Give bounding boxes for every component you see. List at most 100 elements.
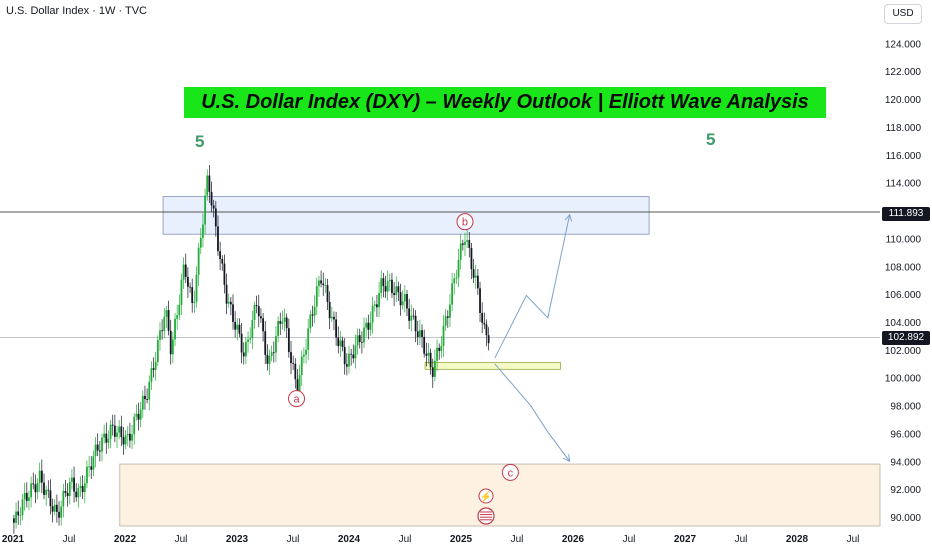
candle-body <box>45 489 48 495</box>
x-tick-label: 2022 <box>114 534 137 545</box>
x-tick-label: 2025 <box>450 534 473 545</box>
candle-body <box>384 286 387 292</box>
candle-body <box>326 285 329 302</box>
candle-body <box>328 301 331 319</box>
candle-body <box>262 318 264 332</box>
candle-body <box>90 466 93 470</box>
chart-title: U.S. Dollar Index (DXY) – Weekly Outlook… <box>184 87 826 118</box>
x-tick-label: Jul <box>287 534 300 545</box>
x-tick-label: 2023 <box>226 534 249 545</box>
candle-body <box>165 310 168 317</box>
candle-body <box>124 435 127 445</box>
candle-body <box>139 409 142 420</box>
candle-body <box>88 466 90 468</box>
candle-body <box>451 283 454 305</box>
y-tick-label: 120.000 <box>885 95 922 106</box>
candle-body <box>232 304 234 322</box>
candle-body <box>34 484 37 493</box>
y-tick-label: 110.000 <box>886 234 922 245</box>
price-tag-last: 102.892 <box>882 331 930 345</box>
candle-body <box>109 424 112 439</box>
candle-body <box>208 175 211 192</box>
candle-body <box>290 352 292 364</box>
candle-body <box>386 281 389 292</box>
candle-body <box>403 294 406 302</box>
candle-body <box>184 264 187 277</box>
candle-body <box>38 470 41 483</box>
candle-body <box>264 331 267 355</box>
candle-body <box>62 490 65 507</box>
candle-body <box>219 251 222 260</box>
candle-body <box>474 275 477 278</box>
us-flag-icon <box>477 507 495 525</box>
candle-body <box>352 354 355 359</box>
candle-body <box>434 360 436 377</box>
candle-body <box>242 352 245 357</box>
candle-body <box>302 354 305 357</box>
candle-body <box>412 315 415 317</box>
candle-body <box>96 444 99 451</box>
candle-body <box>43 482 45 495</box>
candle-body <box>470 247 473 270</box>
candle-body <box>337 337 340 347</box>
x-tick-label: Jul <box>175 534 188 545</box>
candle-body <box>367 322 370 330</box>
y-tick-label: 98.000 <box>890 402 921 413</box>
candle-body <box>135 413 138 417</box>
candle-body <box>406 294 408 309</box>
candle-body <box>380 278 383 293</box>
candle-body <box>365 322 368 328</box>
arrowhead-bullish-path <box>564 213 573 222</box>
candle-body <box>176 315 179 319</box>
y-tick-label: 116.000 <box>886 151 922 162</box>
y-tick-label: 114.000 <box>886 179 922 190</box>
candle-body <box>163 316 166 332</box>
y-tick-label: 124.000 <box>885 39 922 50</box>
candle-body <box>354 345 357 359</box>
candle-body <box>227 301 230 304</box>
candle-body <box>356 335 359 346</box>
zone-resistance <box>162 196 650 235</box>
candle-body <box>223 263 226 285</box>
candle-body <box>251 320 254 339</box>
candle-body <box>193 301 196 303</box>
y-tick-label: 92.000 <box>890 485 921 496</box>
price-tag-resistance: 111.893 <box>882 207 930 221</box>
candle-body <box>414 315 417 332</box>
candle-body <box>229 301 232 305</box>
candle-body <box>32 483 35 485</box>
candle-body <box>204 195 206 225</box>
candle-body <box>382 278 385 287</box>
candle-body <box>118 426 121 433</box>
candle-body <box>13 518 15 523</box>
candle-body <box>214 208 217 227</box>
candle-body <box>268 355 271 364</box>
candle-body <box>167 310 170 331</box>
candle-body <box>298 375 301 392</box>
candle-body <box>378 292 380 308</box>
candle-body <box>217 226 219 252</box>
candle-body <box>330 316 333 319</box>
candle-body <box>178 304 181 316</box>
x-tick-label: Jul <box>511 534 524 545</box>
y-tick-label: 122.000 <box>885 67 922 78</box>
x-tick-label: 2021 <box>2 534 25 545</box>
candle-body <box>156 340 159 362</box>
candle-body <box>83 483 86 493</box>
candle-body <box>464 241 466 245</box>
candle-body <box>15 511 17 523</box>
candle-body <box>21 499 24 516</box>
candle-body <box>221 259 224 264</box>
candle-body <box>144 395 146 400</box>
candle-body <box>399 292 402 306</box>
currency-button[interactable]: USD <box>884 4 922 24</box>
candle-body <box>202 224 204 238</box>
candle-body <box>189 286 191 288</box>
candle-body <box>79 486 82 488</box>
zone-support-small <box>424 361 561 370</box>
candle-body <box>324 285 327 286</box>
candle-body <box>373 304 376 306</box>
candle-body <box>468 240 471 248</box>
wave-c-label-circle <box>501 463 519 481</box>
